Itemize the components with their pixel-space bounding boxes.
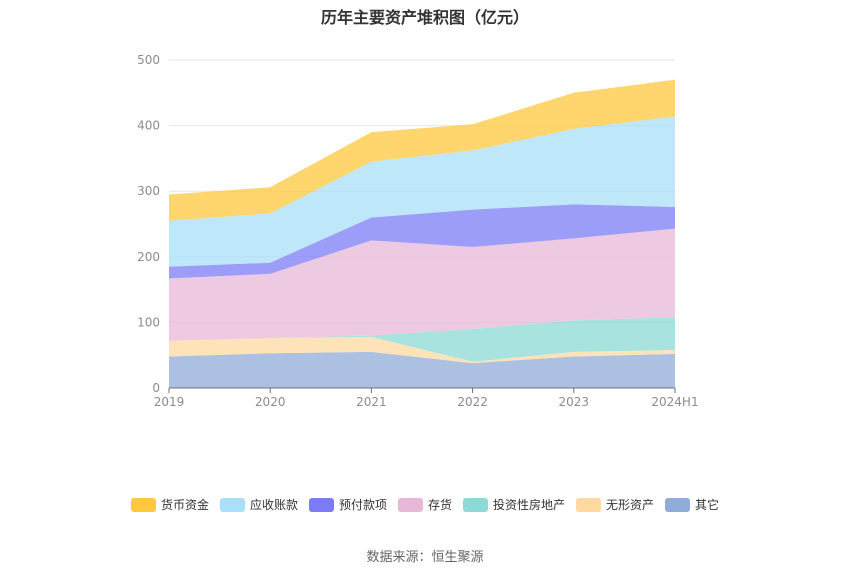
legend-swatch	[397, 497, 423, 512]
area-series	[169, 336, 675, 364]
source-note: 数据来源：恒生聚源	[366, 550, 484, 565]
legend-swatch	[665, 497, 691, 512]
legend-swatch	[219, 497, 245, 512]
legend-label: 无形资产	[606, 498, 655, 512]
x-tick-label: 2024H1	[651, 395, 698, 409]
x-tick-label: 2023	[559, 395, 590, 409]
legend-swatch	[308, 497, 334, 512]
legend-item[interactable]: 投资性房地产	[463, 496, 565, 513]
y-tick-label: 200	[137, 250, 160, 264]
legend-label: 预付款项	[338, 498, 387, 512]
legend-swatch	[576, 497, 602, 512]
y-tick-label: 100	[137, 315, 160, 329]
x-tick-label: 2020	[255, 395, 286, 409]
legend-swatch	[463, 497, 488, 512]
legend-item[interactable]: 无形资产	[576, 496, 654, 513]
legend-item[interactable]: 货币资金	[130, 496, 209, 513]
legend-swatch	[130, 497, 156, 512]
chart-title: 历年主要资产堆积图（亿元）	[320, 8, 529, 27]
x-tick-label: 2022	[457, 395, 488, 409]
area-series	[169, 317, 675, 362]
legend-item[interactable]: 预付款项	[308, 496, 387, 513]
legend-item[interactable]: 其它	[665, 496, 719, 513]
legend-item[interactable]: 存货	[397, 496, 452, 513]
x-tick-label: 2019	[154, 395, 185, 409]
y-tick-label: 300	[137, 184, 160, 198]
area-series	[169, 79, 675, 221]
legend-label: 货币资金	[160, 498, 209, 512]
legend-label: 存货	[427, 498, 452, 512]
area-series	[169, 116, 675, 267]
area-series	[169, 204, 675, 279]
y-tick-label: 0	[152, 381, 160, 395]
area-series	[169, 351, 675, 388]
legend-item[interactable]: 应收账款	[219, 496, 298, 513]
y-tick-label: 500	[137, 53, 160, 67]
area-series	[169, 228, 675, 341]
legend-label: 投资性房地产	[493, 498, 566, 512]
legend: 货币资金 应收账款 预付款项 存货 投资性房地产 无形资产 其它	[0, 496, 850, 513]
legend-label: 应收账款	[249, 498, 298, 512]
x-tick-label: 2021	[356, 395, 387, 409]
legend-label: 其它	[695, 498, 720, 512]
y-tick-label: 400	[137, 119, 160, 133]
